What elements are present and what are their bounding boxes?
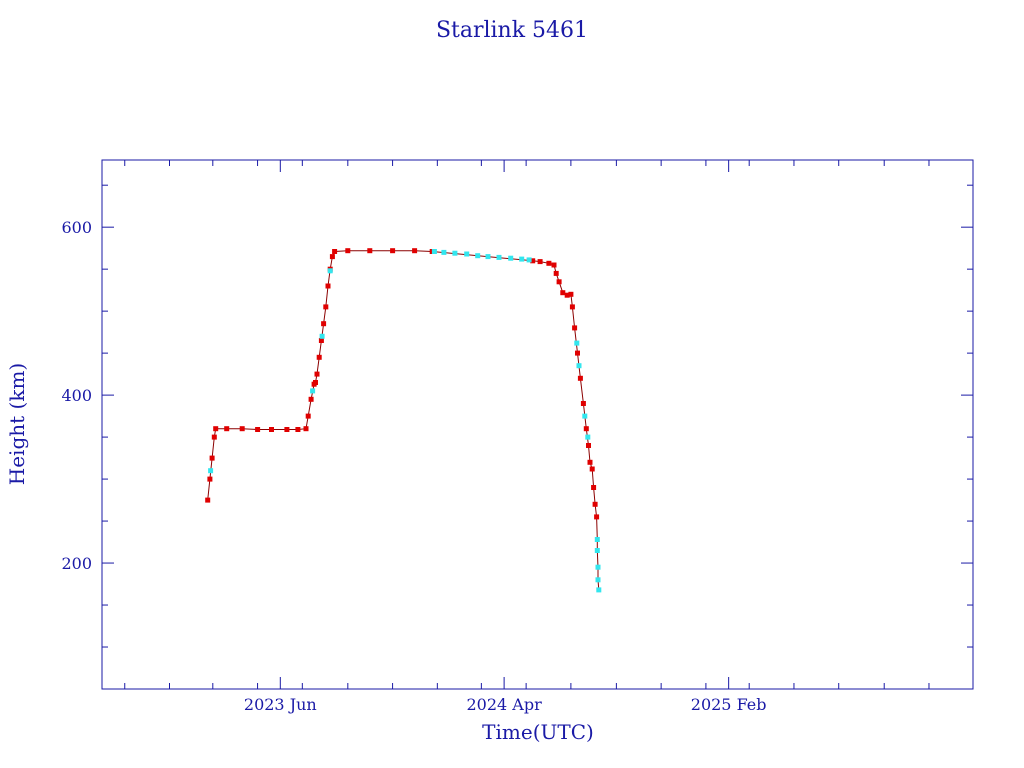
secondary-point-7 bbox=[464, 251, 470, 257]
primary-point-17 bbox=[316, 354, 322, 360]
primary-point-23 bbox=[329, 254, 335, 260]
primary-point-6 bbox=[239, 426, 245, 432]
secondary-point-19 bbox=[594, 548, 600, 553]
secondary-point-12 bbox=[519, 256, 525, 262]
primary-point-30 bbox=[530, 258, 536, 264]
primary-point-48 bbox=[591, 485, 597, 490]
series-points bbox=[205, 248, 602, 593]
primary-point-13 bbox=[308, 396, 314, 402]
primary-point-28 bbox=[412, 248, 418, 254]
primary-point-19 bbox=[321, 321, 327, 327]
x-axis-label: Time(UTC) bbox=[482, 720, 594, 744]
primary-point-10 bbox=[295, 427, 301, 432]
primary-point-1 bbox=[207, 476, 213, 482]
primary-point-50 bbox=[594, 514, 600, 520]
primary-point-40 bbox=[572, 325, 578, 331]
secondary-point-21 bbox=[595, 577, 601, 583]
series-lines bbox=[207, 250, 600, 590]
primary-point-33 bbox=[551, 262, 557, 268]
primary-point-35 bbox=[556, 279, 562, 285]
secondary-point-17 bbox=[585, 434, 591, 440]
primary-point-21 bbox=[325, 283, 331, 289]
secondary-point-10 bbox=[496, 254, 502, 260]
primary-point-3 bbox=[211, 434, 217, 440]
primary-point-9 bbox=[284, 427, 290, 432]
primary-point-49 bbox=[592, 501, 598, 507]
primary-point-12 bbox=[305, 413, 311, 419]
primary-point-27 bbox=[390, 248, 396, 254]
primary-point-11 bbox=[303, 426, 309, 432]
secondary-point-14 bbox=[574, 340, 580, 346]
secondary-point-1 bbox=[310, 388, 316, 394]
primary-point-7 bbox=[255, 427, 261, 432]
primary-point-36 bbox=[560, 290, 566, 296]
primary-point-2 bbox=[209, 455, 215, 461]
primary-point-16 bbox=[314, 371, 320, 377]
x-tick-label-2: 2025 Feb bbox=[691, 695, 767, 714]
y-tick-label-0: 200 bbox=[61, 554, 92, 573]
primary-point-32 bbox=[546, 260, 552, 266]
secondary-point-13 bbox=[526, 257, 532, 263]
primary-point-34 bbox=[553, 270, 559, 276]
y-axis-label: Height (km) bbox=[5, 363, 29, 485]
primary-point-42 bbox=[577, 375, 583, 381]
secondary-point-16 bbox=[582, 413, 588, 419]
secondary-point-3 bbox=[327, 268, 333, 274]
y-axis-tick-labels: 200 400 600 bbox=[61, 218, 92, 573]
primary-point-18 bbox=[318, 338, 324, 343]
primary-point-47 bbox=[589, 466, 595, 472]
primary-point-20 bbox=[323, 304, 329, 310]
primary-point-15 bbox=[313, 380, 318, 385]
secondary-point-22 bbox=[596, 587, 602, 593]
primary-point-38 bbox=[568, 291, 574, 297]
secondary-point-9 bbox=[485, 254, 491, 260]
secondary-point-20 bbox=[595, 564, 601, 570]
secondary-point-18 bbox=[594, 537, 600, 542]
secondary-point-2 bbox=[319, 333, 325, 339]
primary-point-31 bbox=[537, 259, 543, 265]
y-axis-ticks bbox=[102, 184, 973, 648]
y-tick-label-2: 600 bbox=[61, 218, 92, 237]
plot-frame bbox=[101, 159, 974, 690]
secondary-point-4 bbox=[431, 249, 437, 254]
y-tick-label-1: 400 bbox=[61, 386, 92, 405]
primary-point-41 bbox=[575, 350, 580, 356]
primary-point-8 bbox=[269, 427, 274, 432]
secondary-point-8 bbox=[475, 253, 481, 259]
secondary-point-0 bbox=[208, 468, 214, 474]
chart-title: Starlink 5461 bbox=[436, 18, 588, 43]
primary-point-5 bbox=[224, 426, 230, 432]
secondary-point-5 bbox=[441, 249, 447, 255]
secondary-point-15 bbox=[576, 363, 582, 369]
x-axis-ticks bbox=[124, 160, 930, 689]
primary-point-0 bbox=[205, 497, 211, 503]
secondary-point-6 bbox=[452, 250, 458, 256]
primary-point-37 bbox=[564, 292, 570, 298]
primary-point-46 bbox=[587, 459, 593, 465]
primary-point-24 bbox=[332, 249, 338, 254]
primary-point-25 bbox=[345, 248, 351, 254]
secondary-point-11 bbox=[508, 255, 514, 261]
trajectory-line bbox=[207, 250, 598, 517]
primary-point-44 bbox=[583, 426, 589, 432]
primary-point-45 bbox=[586, 443, 591, 448]
primary-point-39 bbox=[569, 304, 575, 310]
primary-point-26 bbox=[367, 248, 373, 254]
x-axis-tick-labels: 2023 Jun 2024 Apr 2025 Feb bbox=[244, 695, 767, 714]
primary-point-43 bbox=[580, 401, 586, 406]
primary-point-4 bbox=[213, 426, 219, 432]
x-tick-label-0: 2023 Jun bbox=[244, 695, 317, 714]
x-tick-label-1: 2024 Apr bbox=[466, 695, 542, 714]
